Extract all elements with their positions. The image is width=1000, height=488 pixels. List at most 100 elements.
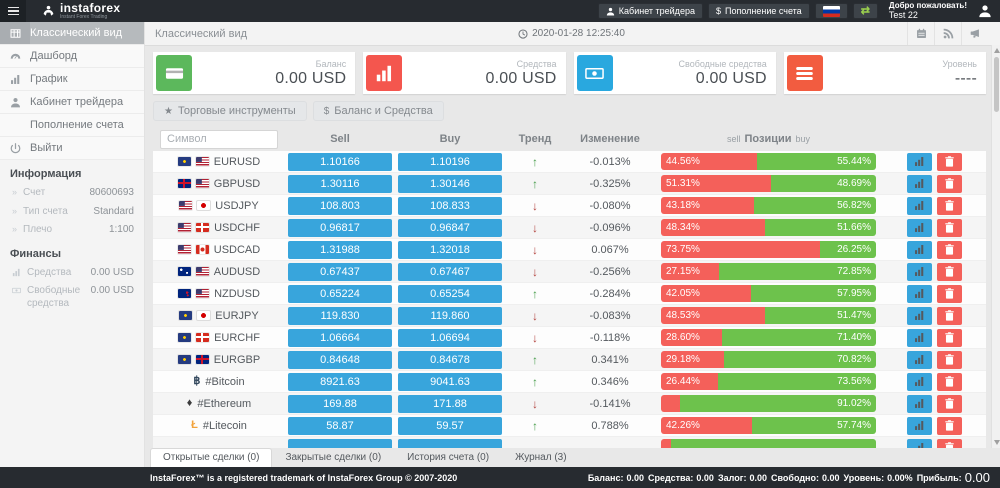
trading-instruments-button[interactable]: ★ Торговые инструменты (153, 101, 307, 121)
sidebar-item-5[interactable]: Пополнение счета (0, 114, 144, 137)
trend-down-icon: ↓ (532, 220, 538, 235)
sell-price-button[interactable]: 0.65224 (288, 284, 392, 303)
scroll-up-icon[interactable] (993, 48, 1000, 53)
buy-price-button[interactable]: 1.32018 (398, 240, 502, 259)
buy-price-button[interactable]: 1.10196 (398, 152, 502, 171)
change-value: -0.141% (589, 397, 631, 410)
delete-button[interactable] (936, 218, 962, 237)
buy-price-button[interactable]: 9041.63 (398, 372, 502, 391)
sidebar-item-4[interactable]: Кабинет трейдера (0, 91, 144, 114)
buy-price-button[interactable]: 119.860 (398, 306, 502, 325)
delete-button[interactable] (936, 328, 962, 347)
chart-button[interactable] (906, 174, 932, 193)
deposit-button[interactable]: $ Пополнение счета (707, 3, 810, 19)
positions-bar: 43.18% 56.82% (661, 197, 876, 214)
chart-button[interactable] (906, 284, 932, 303)
symbol-cell: AUDUSD (153, 266, 285, 278)
chart-button[interactable] (906, 394, 932, 413)
menu-icon[interactable] (0, 0, 26, 22)
delete-button[interactable] (936, 174, 962, 193)
chart-button[interactable] (906, 372, 932, 391)
sell-price-button[interactable]: 108.803 (288, 196, 392, 215)
sell-price-button[interactable]: 0.67437 (288, 262, 392, 281)
sell-price-button[interactable] (288, 438, 392, 448)
buy-price-button[interactable]: 171.88 (398, 394, 502, 413)
sell-price-button[interactable]: 119.830 (288, 306, 392, 325)
sidebar-item-3[interactable]: График (0, 68, 144, 91)
sell-price-button[interactable]: 1.31988 (288, 240, 392, 259)
sell-price-button[interactable]: 8921.63 (288, 372, 392, 391)
chart-button[interactable] (906, 196, 932, 215)
sell-price-button[interactable]: 169.88 (288, 394, 392, 413)
buy-price-button[interactable]: 59.57 (398, 416, 502, 435)
sell-price-button[interactable]: 1.30116 (288, 174, 392, 193)
tab-3[interactable]: История счета (0) (407, 452, 490, 463)
sell-price-button[interactable]: 0.96817 (288, 218, 392, 237)
scrollbar[interactable] (991, 45, 1000, 448)
buy-price-button[interactable]: 0.65254 (398, 284, 502, 303)
delete-button[interactable] (936, 394, 962, 413)
positions-cell: 91.02% (655, 395, 882, 412)
buy-price-button[interactable] (398, 438, 502, 448)
sell-price-button[interactable]: 1.10166 (288, 152, 392, 171)
sidebar-item-6[interactable]: Выйти (0, 137, 144, 160)
delete-button[interactable] (936, 262, 962, 281)
buy-price-button[interactable]: 0.67467 (398, 262, 502, 281)
info-row: » Плечо 1:100 (0, 221, 144, 240)
buy-price-button[interactable]: 1.06694 (398, 328, 502, 347)
litecoin-icon: Ł (191, 419, 198, 431)
delete-button[interactable] (936, 416, 962, 435)
delete-button[interactable] (936, 152, 962, 171)
positions-buy-segment: 26.25% (819, 241, 876, 258)
chart-button[interactable] (906, 350, 932, 369)
chart-button[interactable] (906, 240, 932, 259)
delete-button[interactable] (936, 196, 962, 215)
delete-button[interactable] (936, 372, 962, 391)
buy-price-button[interactable]: 108.833 (398, 196, 502, 215)
symbol-cell: EURJPY (153, 310, 285, 322)
chart-button[interactable] (906, 152, 932, 171)
trader-cabinet-button[interactable]: Кабинет трейдера (597, 3, 703, 19)
chart-button[interactable] (906, 328, 932, 347)
symbol-filter-input[interactable] (160, 129, 278, 149)
sell-cell: 0.84648 (285, 350, 395, 369)
footer-stat-label: Средства: (647, 472, 694, 483)
scrollbar-thumb[interactable] (993, 57, 999, 112)
flag-us-icon (179, 201, 193, 210)
sell-price-button[interactable]: 58.87 (288, 416, 392, 435)
chart-button[interactable] (906, 262, 932, 281)
sell-price-button[interactable]: 1.06664 (288, 328, 392, 347)
buy-cell: 171.88 (395, 394, 505, 413)
megaphone-icon[interactable] (961, 22, 988, 45)
sidebar-item-1[interactable]: Классический вид (0, 22, 144, 45)
brand-logo: instaforex Instant Forex Trading (42, 2, 120, 20)
rss-icon[interactable] (934, 22, 961, 45)
trend-cell: ↑ (505, 153, 565, 171)
sidebar-item-2[interactable]: Дашборд (0, 45, 144, 68)
exchange-button[interactable]: ⇄ (852, 3, 878, 19)
tab-1[interactable]: Открытые сделки (0) (150, 448, 273, 467)
calendar-icon[interactable] (907, 22, 934, 45)
language-button[interactable] (814, 3, 848, 19)
buy-price-button[interactable]: 1.30146 (398, 174, 502, 193)
buy-price-button[interactable]: 0.84678 (398, 350, 502, 369)
delete-button[interactable] (936, 284, 962, 303)
chart-button[interactable] (906, 438, 932, 448)
chart-button[interactable] (906, 218, 932, 237)
sell-price-button[interactable]: 0.84648 (288, 350, 392, 369)
delete-button[interactable] (936, 438, 962, 448)
tab-2[interactable]: Закрытые сделки (0) (285, 452, 382, 463)
balance-funds-button[interactable]: $ Баланс и Средства (312, 101, 444, 121)
topbar: instaforex Instant Forex Trading Кабинет… (0, 0, 1000, 22)
delete-button[interactable] (936, 306, 962, 325)
row-actions (882, 438, 986, 448)
delete-button[interactable] (936, 240, 962, 259)
scroll-down-icon[interactable] (993, 440, 1000, 445)
sell-cell: 8921.63 (285, 372, 395, 391)
chart-button[interactable] (906, 306, 932, 325)
tab-4[interactable]: Журнал (3) (515, 452, 567, 463)
buy-price-button[interactable]: 0.96847 (398, 218, 502, 237)
avatar-icon[interactable] (978, 4, 992, 18)
chart-button[interactable] (906, 416, 932, 435)
delete-button[interactable] (936, 350, 962, 369)
